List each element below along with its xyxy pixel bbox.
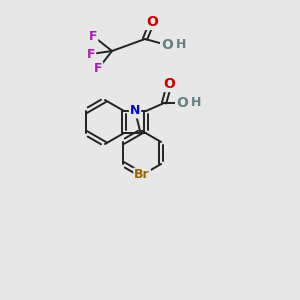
Text: O: O [146, 15, 158, 29]
Text: N: N [130, 104, 140, 118]
Text: O: O [163, 77, 175, 91]
Text: F: F [94, 62, 102, 76]
Text: F: F [89, 29, 97, 43]
Text: F: F [87, 47, 95, 61]
Text: O: O [161, 38, 173, 52]
Text: H: H [191, 97, 201, 110]
Text: Br: Br [134, 169, 150, 182]
Text: O: O [176, 96, 188, 110]
Text: H: H [176, 38, 186, 52]
